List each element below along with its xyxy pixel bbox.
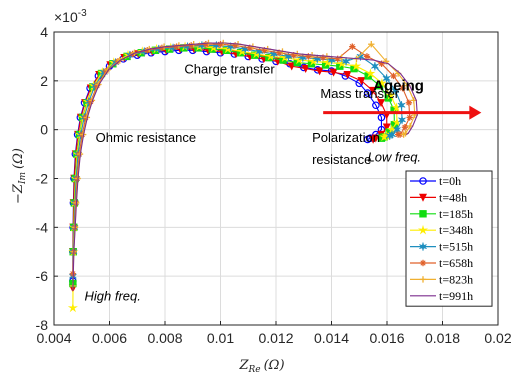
legend-marker xyxy=(418,193,428,202)
data-point xyxy=(379,131,390,142)
data-point xyxy=(400,131,407,138)
data-point xyxy=(301,64,310,73)
legend-box xyxy=(405,170,493,307)
annotation-label: Low freq. xyxy=(368,149,421,164)
ageing-arrow-head xyxy=(469,105,482,120)
y-tick-label: 0 xyxy=(40,122,48,138)
data-point xyxy=(368,86,377,95)
annotation-label: Ageing xyxy=(373,78,424,95)
legend-label: t=348h xyxy=(439,223,473,237)
series-t-991h xyxy=(72,42,418,291)
legend-label: t=823h xyxy=(439,272,473,286)
annotation-label: Mass transfer xyxy=(320,86,399,101)
x-tick-label: 0.006 xyxy=(92,330,127,346)
legend-marker xyxy=(419,242,427,251)
data-point xyxy=(315,67,324,76)
y-tick-label: -8 xyxy=(36,317,49,333)
y-axis-label: −ZIm(Ω) xyxy=(11,148,28,204)
x-tick-label: 0.012 xyxy=(258,330,293,346)
data-point xyxy=(369,135,378,144)
data-point xyxy=(382,74,391,83)
x-tick-label: 0.018 xyxy=(425,330,460,346)
data-point xyxy=(401,124,409,131)
data-point xyxy=(405,99,413,107)
legend-marker xyxy=(419,276,427,283)
data-point xyxy=(377,99,386,108)
series-line xyxy=(72,42,418,291)
annotation-label: High freq. xyxy=(85,289,141,304)
data-point xyxy=(329,68,338,77)
x-tick-label: 0.016 xyxy=(369,330,404,346)
series-t-48h xyxy=(68,45,391,293)
data-point xyxy=(368,41,375,48)
y-multiplier: ×10-3 xyxy=(54,8,87,25)
annotation-layer: Charge transfer Mass transfer Ohmic resist… xyxy=(85,62,482,304)
data-point xyxy=(406,114,413,121)
x-axis-label: ZRe (Ω) xyxy=(238,358,284,372)
legend-label: t=48h xyxy=(439,190,467,204)
x-tick-label: 0.004 xyxy=(36,330,71,346)
series-t-348h xyxy=(67,41,403,313)
data-point xyxy=(399,84,406,92)
annotation-label: Charge transfer xyxy=(184,62,275,77)
legend-marker xyxy=(419,259,427,267)
data-point xyxy=(376,77,387,88)
data-point xyxy=(377,113,386,122)
x-tick-label: 0.008 xyxy=(147,330,182,346)
data-point xyxy=(351,60,362,71)
data-point xyxy=(363,53,371,60)
y-tick-label: -6 xyxy=(36,268,49,284)
y-tick-label: 4 xyxy=(40,24,48,40)
data-point xyxy=(343,71,352,80)
y-tick-label: 2 xyxy=(40,73,48,89)
annotation-label: Ohmic resistance xyxy=(96,130,196,145)
data-point xyxy=(372,101,380,110)
legend-label: t=515h xyxy=(439,240,473,254)
legend-label: t=185h xyxy=(439,207,473,221)
legend-marker xyxy=(417,224,429,235)
data-point xyxy=(394,131,402,138)
legend-marker xyxy=(419,210,427,218)
annotation-label: resistance xyxy=(312,152,371,167)
data-point xyxy=(397,100,406,110)
data-point xyxy=(390,72,397,80)
tick-labels: 0.004 0.006 0.008 0.01 0.012 0.014 0.016 0.018 0… xyxy=(36,24,512,346)
legend: t=0h t=48h t=185h t=348h t=515h t=658h t=823h t… xyxy=(405,170,493,307)
legend-label: t=0h xyxy=(439,174,461,188)
annotation-label: Polarization xyxy=(312,130,380,145)
y-tick-label: -4 xyxy=(36,219,49,235)
data-point xyxy=(363,135,372,144)
legend-label: t=991h xyxy=(439,289,473,303)
data-point xyxy=(287,62,296,71)
legend-marker xyxy=(419,177,427,185)
series-layer xyxy=(67,39,418,313)
x-tick-label: 0.02 xyxy=(484,330,511,346)
data-point xyxy=(385,131,394,141)
data-point xyxy=(284,52,293,61)
data-point xyxy=(365,68,376,78)
data-point xyxy=(398,115,406,125)
data-point xyxy=(67,302,78,313)
x-tick-label: 0.01 xyxy=(207,330,234,346)
data-point xyxy=(349,43,356,50)
data-point xyxy=(382,123,391,132)
data-point xyxy=(391,86,400,95)
data-point xyxy=(385,90,396,100)
data-point xyxy=(357,77,366,86)
legend-label: t=658h xyxy=(439,256,473,270)
y-tick-label: -2 xyxy=(36,171,49,187)
data-point xyxy=(363,89,372,97)
x-tick-label: 0.014 xyxy=(314,330,349,346)
data-point xyxy=(342,57,350,66)
